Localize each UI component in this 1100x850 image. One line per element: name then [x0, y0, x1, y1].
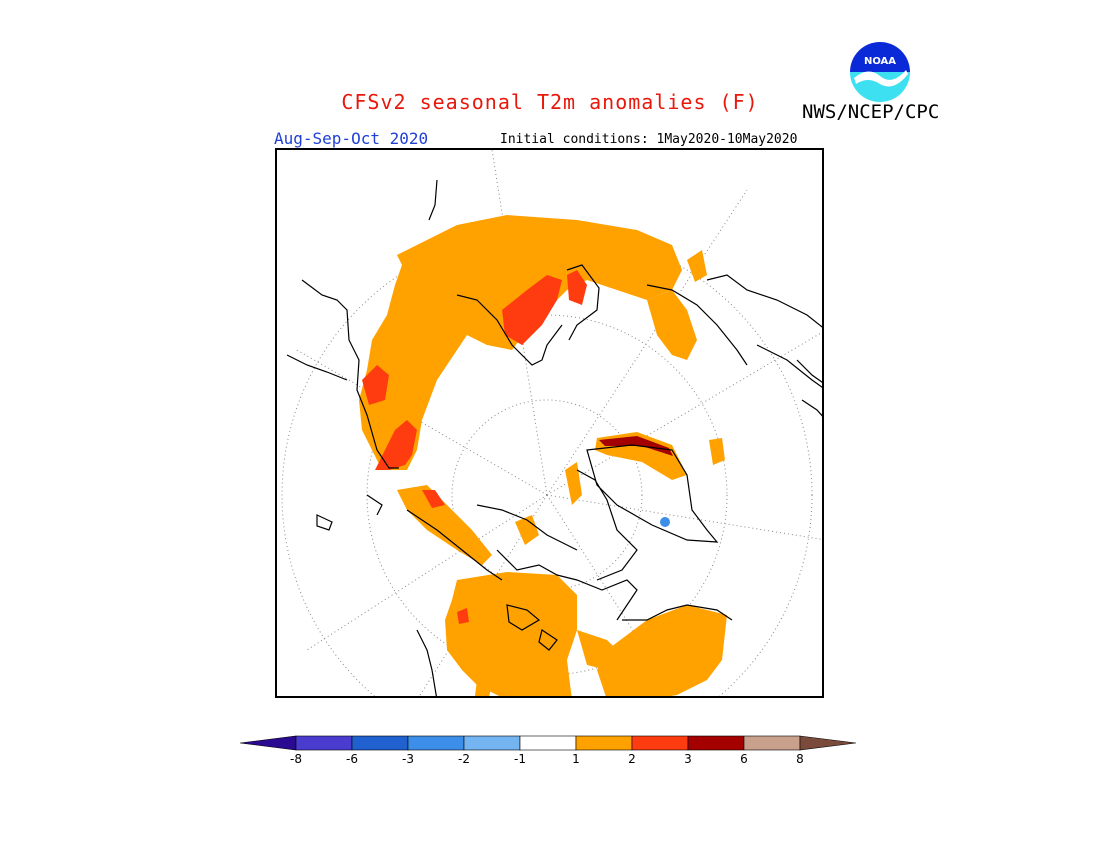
anomaly-region-baffin	[565, 462, 582, 505]
legend-swatch	[463, 735, 521, 751]
legend-swatch	[407, 735, 465, 751]
forecast-period: Aug-Sep-Oct 2020	[274, 129, 429, 148]
legend-swatch	[631, 735, 689, 751]
anomaly-region-western-us	[445, 572, 577, 696]
legend-tick-label: -1	[514, 752, 526, 766]
anomaly-region-yukon	[515, 515, 539, 545]
color-legend	[239, 735, 857, 751]
anomaly-map	[275, 148, 824, 698]
anomaly-core-kara	[567, 270, 587, 305]
legend-tick-label: 8	[796, 752, 804, 766]
anomaly-core-alaska	[375, 420, 417, 470]
anomaly-core-west-siberia	[362, 365, 389, 405]
legend-tick-label: -3	[402, 752, 414, 766]
legend-swatch	[743, 735, 801, 751]
anomaly-region-alaska-coast	[397, 485, 492, 565]
legend-tick-label: -6	[346, 752, 358, 766]
anomaly-core-alaska-coast	[422, 490, 445, 508]
noaa-logo-text: NOAA	[864, 56, 896, 67]
map-coastlines	[286, 179, 822, 696]
legend-arrow-low	[239, 735, 297, 751]
legend-tick-label: 6	[740, 752, 748, 766]
initial-conditions: Initial conditions: 1May2020-10May2020	[500, 132, 798, 147]
legend-tick-label: -8	[290, 752, 302, 766]
legend-arrow-high	[799, 735, 857, 751]
anomaly-region-europe	[597, 605, 727, 696]
anomaly-core-western-us	[457, 608, 469, 624]
noaa-logo: NOAA	[849, 41, 911, 103]
anomaly-region-siberia	[359, 215, 682, 470]
anomaly-region-nw-africa	[475, 680, 492, 696]
legend-tick-label: 1	[572, 752, 580, 766]
anomaly-region-hudson	[709, 438, 725, 465]
legend-tick-label: 3	[684, 752, 692, 766]
anomaly-region-east-europe	[647, 290, 697, 360]
legend-tick-label: -2	[458, 752, 470, 766]
legend-swatch	[351, 735, 409, 751]
legend-tick-label: 2	[628, 752, 636, 766]
legend-swatch	[295, 735, 353, 751]
legend-swatch	[575, 735, 633, 751]
legend-swatch	[519, 735, 577, 751]
anomaly-cold-spot	[660, 517, 670, 527]
map-title: CFSv2 seasonal T2m anomalies (F)	[341, 90, 759, 114]
anomaly-core-laptev	[502, 275, 562, 345]
anomaly-region-central-asia	[577, 630, 622, 670]
legend-swatch	[687, 735, 745, 751]
anomaly-region-north-atlantic	[687, 250, 707, 282]
legend-swatches	[239, 735, 857, 751]
agency-label: NWS/NCEP/CPC	[802, 101, 940, 123]
